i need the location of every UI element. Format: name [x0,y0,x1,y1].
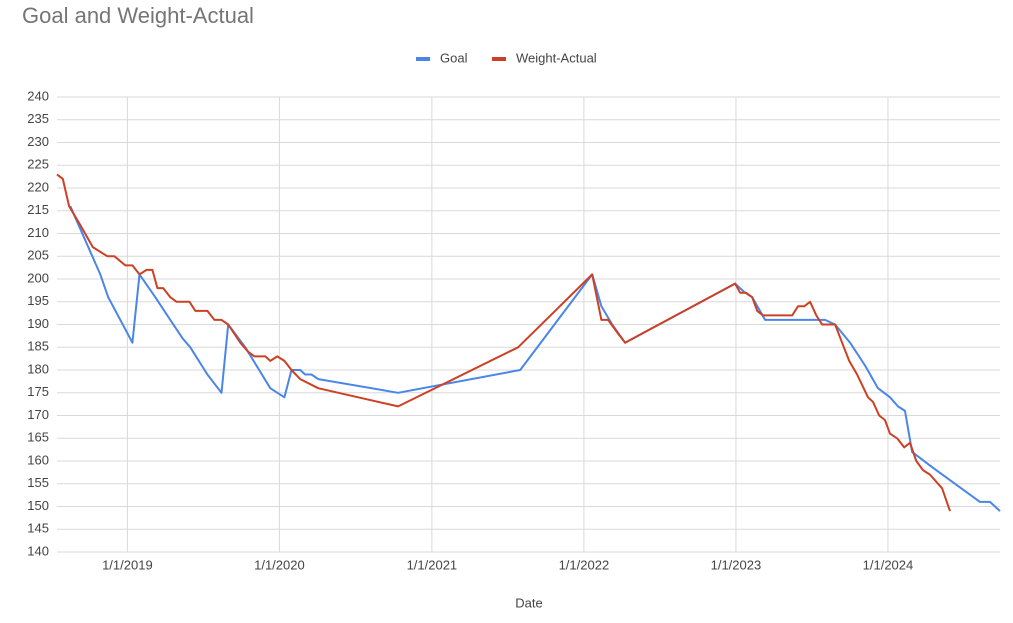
x-tick-label: 1/1/2019 [102,557,153,572]
x-tick-label: 1/1/2020 [254,557,305,572]
y-tick-label: 185 [27,339,49,354]
chart-title: Goal and Weight-Actual [22,3,254,28]
x-axis-label: Date [515,595,542,610]
y-tick-label: 205 [27,248,49,263]
y-tick-label: 150 [27,498,49,513]
x-tick-label: 1/1/2021 [407,557,458,572]
y-tick-label: 160 [27,452,49,467]
y-tick-label: 195 [27,293,49,308]
y-tick-label: 145 [27,521,49,536]
series-line [56,173,951,512]
x-tick-label: 1/1/2023 [711,557,762,572]
y-tick-label: 175 [27,384,49,399]
y-tick-label: 220 [27,179,49,194]
y-tick-label: 240 [27,88,49,103]
y-tick-label: 215 [27,202,49,217]
y-tick-label: 210 [27,225,49,240]
series-line [69,205,1001,512]
legend-label: Weight-Actual [516,50,597,65]
y-tick-label: 235 [27,111,49,126]
y-tick-label: 180 [27,361,49,376]
y-tick-label: 170 [27,407,49,422]
y-tick-label: 190 [27,316,49,331]
y-tick-label: 200 [27,270,49,285]
y-tick-label: 155 [27,475,49,490]
y-tick-label: 165 [27,430,49,445]
legend-label: Goal [440,50,468,65]
x-tick-label: 1/1/2022 [559,557,610,572]
y-tick-label: 230 [27,134,49,149]
y-tick-label: 140 [27,543,49,558]
x-tick-label: 1/1/2024 [863,557,914,572]
y-tick-label: 225 [27,157,49,172]
